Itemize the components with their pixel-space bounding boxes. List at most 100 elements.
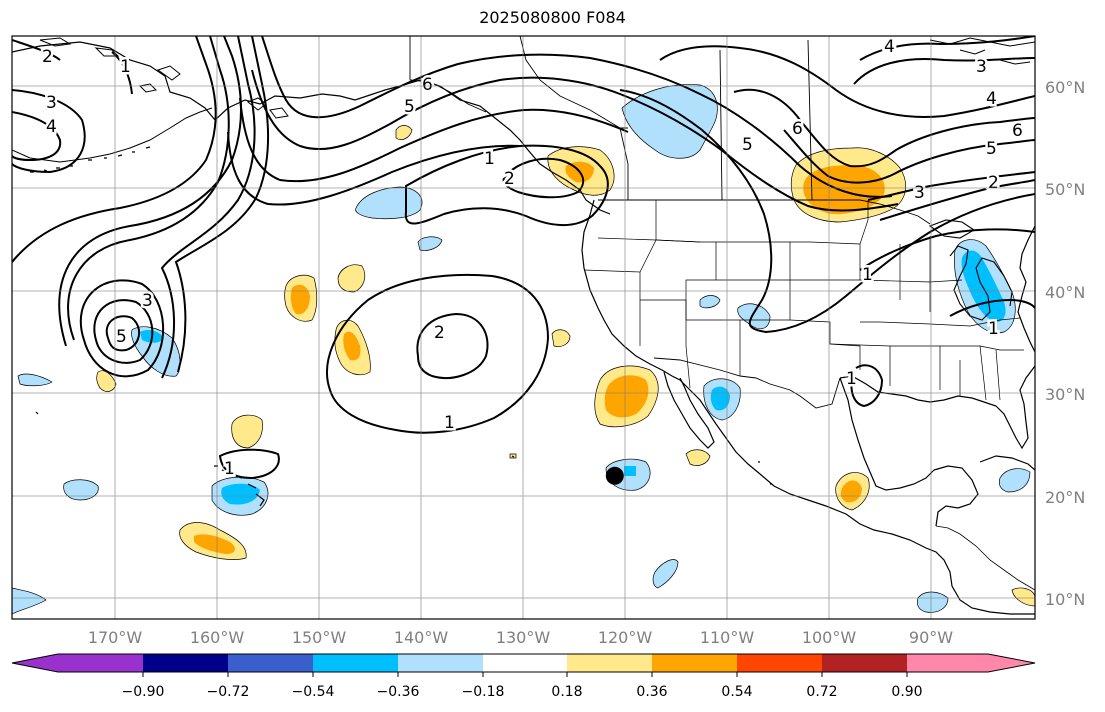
lon-label: 120°W (598, 628, 653, 647)
neg-area-gulf-alaska (355, 186, 423, 220)
contour-label: 6 (1012, 121, 1023, 141)
colorbar-tick-label: 0.36 (636, 684, 667, 700)
contour-label: 4 (46, 117, 57, 137)
contour-5-west (251, 69, 899, 212)
contour-low-ring-3 (79, 279, 165, 378)
coastlines-borders (12, 36, 1035, 615)
pos-area-6 (231, 414, 263, 449)
contour-label: 2 (434, 323, 445, 343)
lon-label: 130°W (496, 628, 551, 647)
contour-3-west (12, 89, 86, 174)
neg-core-hawaii (221, 483, 260, 505)
contour-1-gulf (404, 144, 609, 227)
lat-label: 60°N (1045, 78, 1085, 97)
contour-label: 5 (742, 135, 753, 155)
colorbar-segment (822, 654, 907, 672)
lon-label: 150°W (292, 628, 347, 647)
contour-ridge-3 (239, 97, 629, 183)
contour-label: 2 (504, 169, 515, 189)
pos-area-10 (1011, 587, 1035, 607)
lon-label: 100°W (802, 628, 857, 647)
map-title: 2025080800 F084 (479, 8, 626, 27)
contour-2-bc (502, 157, 585, 199)
contour-label: 2 (42, 47, 53, 67)
contour-3-plains (867, 171, 1035, 201)
contour-4-east (859, 36, 1035, 61)
longitude-labels: 170°W 160°W 150°W 140°W 130°W 120°W 110°… (88, 628, 953, 647)
lon-label: 90°W (909, 628, 953, 647)
lat-label: 40°N (1045, 283, 1085, 302)
map-frame (11, 35, 1036, 620)
contour-1-high (326, 273, 550, 434)
colorbar-segment (12, 654, 143, 672)
colorbar-segment (143, 654, 228, 672)
contour-label: 3 (46, 93, 57, 113)
pos-core-7 (194, 534, 235, 554)
colorbar-segment (907, 654, 1035, 672)
contour-label: 6 (422, 75, 433, 95)
contour-label: 1 (988, 319, 999, 339)
contour-trough-b (67, 36, 230, 341)
contour-label: 3 (914, 183, 925, 203)
contour-label: 4 (986, 89, 997, 109)
contour-label: 5 (986, 139, 997, 159)
contour-trough-d (160, 36, 256, 379)
contour-2-high (416, 312, 489, 379)
neg-core-sonora (710, 386, 730, 411)
pos-area-4 (551, 329, 571, 347)
neg-area-sw-edge (12, 587, 47, 615)
contour-1-hawaii (218, 448, 280, 480)
colorbar-tick-label: 0.18 (551, 684, 582, 700)
contour-lines (12, 36, 1035, 480)
colorbar-tick-label: −0.90 (122, 684, 165, 700)
colorbar-segment (652, 654, 737, 672)
contour-6-west (261, 36, 893, 198)
pos-core-3 (343, 331, 361, 361)
contour-low-ring-5 (105, 315, 141, 352)
pos-area-8 (685, 449, 711, 466)
colorbar-tick-label: 0.54 (721, 684, 752, 700)
contour-2-plains (879, 179, 1035, 221)
contour-5-east (783, 129, 1035, 184)
lon-label: 110°W (700, 628, 755, 647)
storm-center-marker (605, 466, 624, 485)
pos-core-1 (290, 284, 310, 315)
pos-core-9 (840, 480, 862, 503)
contour-label: 5 (404, 97, 415, 117)
neg-area-west-edge (17, 373, 53, 387)
contour-ridge-4 (227, 131, 521, 206)
colorbar-segment (398, 654, 483, 672)
neg-area-nevada (699, 295, 721, 309)
contour-label: 1 (862, 265, 873, 285)
contour-label: 3 (976, 57, 987, 77)
colorbar: −0.90 −0.72 −0.54 −0.36 −0.18 0.18 0.36 … (11, 653, 1036, 700)
contour-label: 5 (116, 327, 127, 347)
colorbar-tick-label: 0.90 (891, 684, 922, 700)
contour-1-lakes (949, 298, 1035, 317)
contour-trough-mid (619, 89, 1035, 334)
colorbar-tick-label: 0.72 (806, 684, 837, 700)
contour-1-texas (850, 364, 884, 408)
contour-trough-e (174, 36, 270, 373)
neg-core-storm (624, 466, 636, 476)
contour-6-east (733, 88, 1035, 168)
contour-label: 1 (120, 57, 131, 77)
pos-core-baja (604, 375, 649, 418)
colorbar-segment (313, 654, 398, 672)
contour-label: 3 (142, 291, 153, 311)
lat-label: 30°N (1045, 385, 1085, 404)
colorbar-tick-label: −0.36 (377, 684, 420, 700)
contour-label: 1 (444, 413, 455, 433)
contour-label: 1 (224, 459, 235, 479)
colorbar-tick-label: −0.18 (462, 684, 505, 700)
neg-area-atlantic (998, 468, 1031, 493)
pos-area-2 (337, 264, 366, 293)
contour-trough-a (12, 36, 217, 263)
colorbar-tick-label: −0.72 (207, 684, 250, 700)
neg-area-hawaii-w (63, 479, 99, 501)
neg-area-south (652, 559, 679, 589)
contour-label: 2 (988, 173, 999, 193)
contour-label: 4 (884, 37, 895, 57)
contour-4-west (12, 111, 62, 162)
